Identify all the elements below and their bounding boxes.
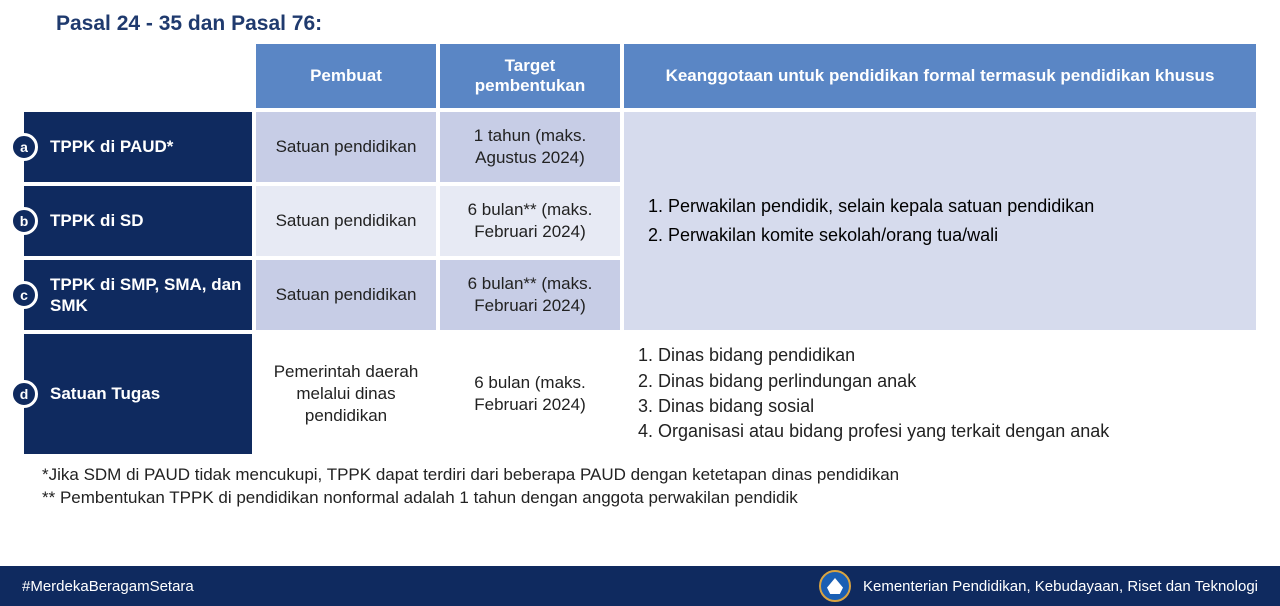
membership-list-abc: Perwakilan pendidik, selain kepala satua… (644, 191, 1094, 251)
cell-b-pembuat: Satuan pendidikan (256, 186, 436, 256)
cell-d-pembuat: Pemerintah daerah melalui dinas pendidik… (256, 334, 436, 454)
page-title: Pasal 24 - 35 dan Pasal 76: (24, 12, 1256, 36)
cell-a-target: 1 tahun (maks. Agustus 2024) (440, 112, 620, 182)
row-label-c: c TPPK di SMP, SMA, dan SMK (24, 260, 252, 330)
badge-c: c (10, 281, 38, 309)
badge-a: a (10, 133, 38, 161)
header-pembuat: Pembuat (256, 44, 436, 108)
header-spacer (24, 44, 252, 108)
membership-d-4: Organisasi atau bidang profesi yang terk… (658, 420, 1109, 443)
membership-d-3: Dinas bidang sosial (658, 395, 1109, 418)
header-target: Target pembentukan (440, 44, 620, 108)
membership-abc-1: Perwakilan pendidik, selain kepala satua… (668, 193, 1094, 220)
row-label-b: b TPPK di SD (24, 186, 252, 256)
content-table: Pembuat Target pembentukan Keanggotaan u… (24, 44, 1256, 454)
cell-b-target: 6 bulan** (maks. Februari 2024) (440, 186, 620, 256)
badge-d: d (10, 380, 38, 408)
footnote-2: ** Pembentukan TPPK di pendidikan nonfor… (42, 487, 1256, 510)
ministry-logo-inner-icon (827, 578, 843, 594)
header-keanggotaan: Keanggotaan untuk pendidikan formal term… (624, 44, 1256, 108)
membership-d-1: Dinas bidang pendidikan (658, 344, 1109, 367)
row-label-a-text: TPPK di PAUD* (50, 136, 173, 157)
row-label-d: d Satuan Tugas (24, 334, 252, 454)
row-label-a: a TPPK di PAUD* (24, 112, 252, 182)
footer-ministry: Kementerian Pendidikan, Kebudayaan, Rise… (863, 578, 1258, 595)
footnote-1: *Jika SDM di PAUD tidak mencukupi, TPPK … (42, 464, 1256, 487)
footer-hashtag: #MerdekaBeragamSetara (22, 578, 194, 595)
membership-d-2: Dinas bidang perlindungan anak (658, 370, 1109, 393)
row-label-b-text: TPPK di SD (50, 210, 144, 231)
cell-d-keanggotaan: Dinas bidang pendidikan Dinas bidang per… (624, 334, 1256, 454)
footnotes: *Jika SDM di PAUD tidak mencukupi, TPPK … (24, 464, 1256, 510)
cell-a-pembuat: Satuan pendidikan (256, 112, 436, 182)
cell-abc-keanggotaan: Perwakilan pendidik, selain kepala satua… (624, 112, 1256, 330)
cell-c-target: 6 bulan** (maks. Februari 2024) (440, 260, 620, 330)
footer-right: Kementerian Pendidikan, Kebudayaan, Rise… (819, 570, 1258, 602)
footer-bar: #MerdekaBeragamSetara Kementerian Pendid… (0, 566, 1280, 606)
badge-b: b (10, 207, 38, 235)
row-label-c-text: TPPK di SMP, SMA, dan SMK (50, 274, 242, 317)
cell-d-target: 6 bulan (maks. Februari 2024) (440, 334, 620, 454)
cell-c-pembuat: Satuan pendidikan (256, 260, 436, 330)
membership-abc-2: Perwakilan komite sekolah/orang tua/wali (668, 222, 1094, 249)
ministry-logo-icon (819, 570, 851, 602)
row-label-d-text: Satuan Tugas (50, 383, 160, 404)
membership-list-d: Dinas bidang pendidikan Dinas bidang per… (634, 342, 1109, 446)
